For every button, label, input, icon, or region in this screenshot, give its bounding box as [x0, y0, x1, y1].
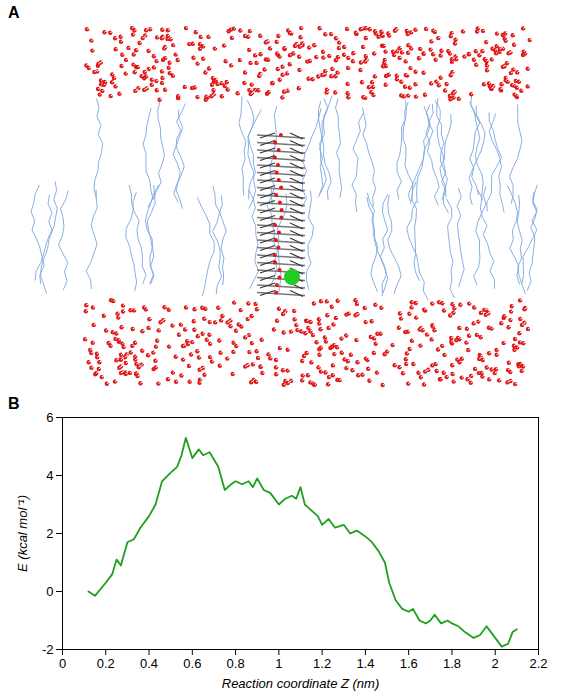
svg-text:E (kcal mol⁻¹): E (kcal mol⁻¹)	[15, 495, 30, 572]
svg-text:1.4: 1.4	[356, 656, 374, 671]
svg-text:4: 4	[46, 468, 53, 483]
svg-text:A: A	[8, 4, 20, 21]
svg-text:0.6: 0.6	[183, 656, 201, 671]
svg-text:0.4: 0.4	[140, 656, 158, 671]
svg-text:2: 2	[46, 526, 53, 541]
svg-text:1: 1	[275, 656, 282, 671]
svg-text:0.2: 0.2	[97, 656, 115, 671]
svg-text:0: 0	[59, 656, 66, 671]
svg-text:2: 2	[492, 656, 499, 671]
svg-text:-2: -2	[42, 642, 54, 657]
svg-text:Reaction coordinate Z (nm): Reaction coordinate Z (nm)	[222, 676, 380, 691]
svg-text:6: 6	[46, 410, 53, 425]
html-text:B: B	[8, 395, 20, 412]
svg-text:1.2: 1.2	[313, 656, 331, 671]
svg-text:2.2: 2.2	[529, 656, 547, 671]
svg-text:1.6: 1.6	[400, 656, 418, 671]
svg-text:0.8: 0.8	[227, 656, 245, 671]
svg-text:1.8: 1.8	[443, 656, 461, 671]
svg-text:0: 0	[46, 584, 53, 599]
